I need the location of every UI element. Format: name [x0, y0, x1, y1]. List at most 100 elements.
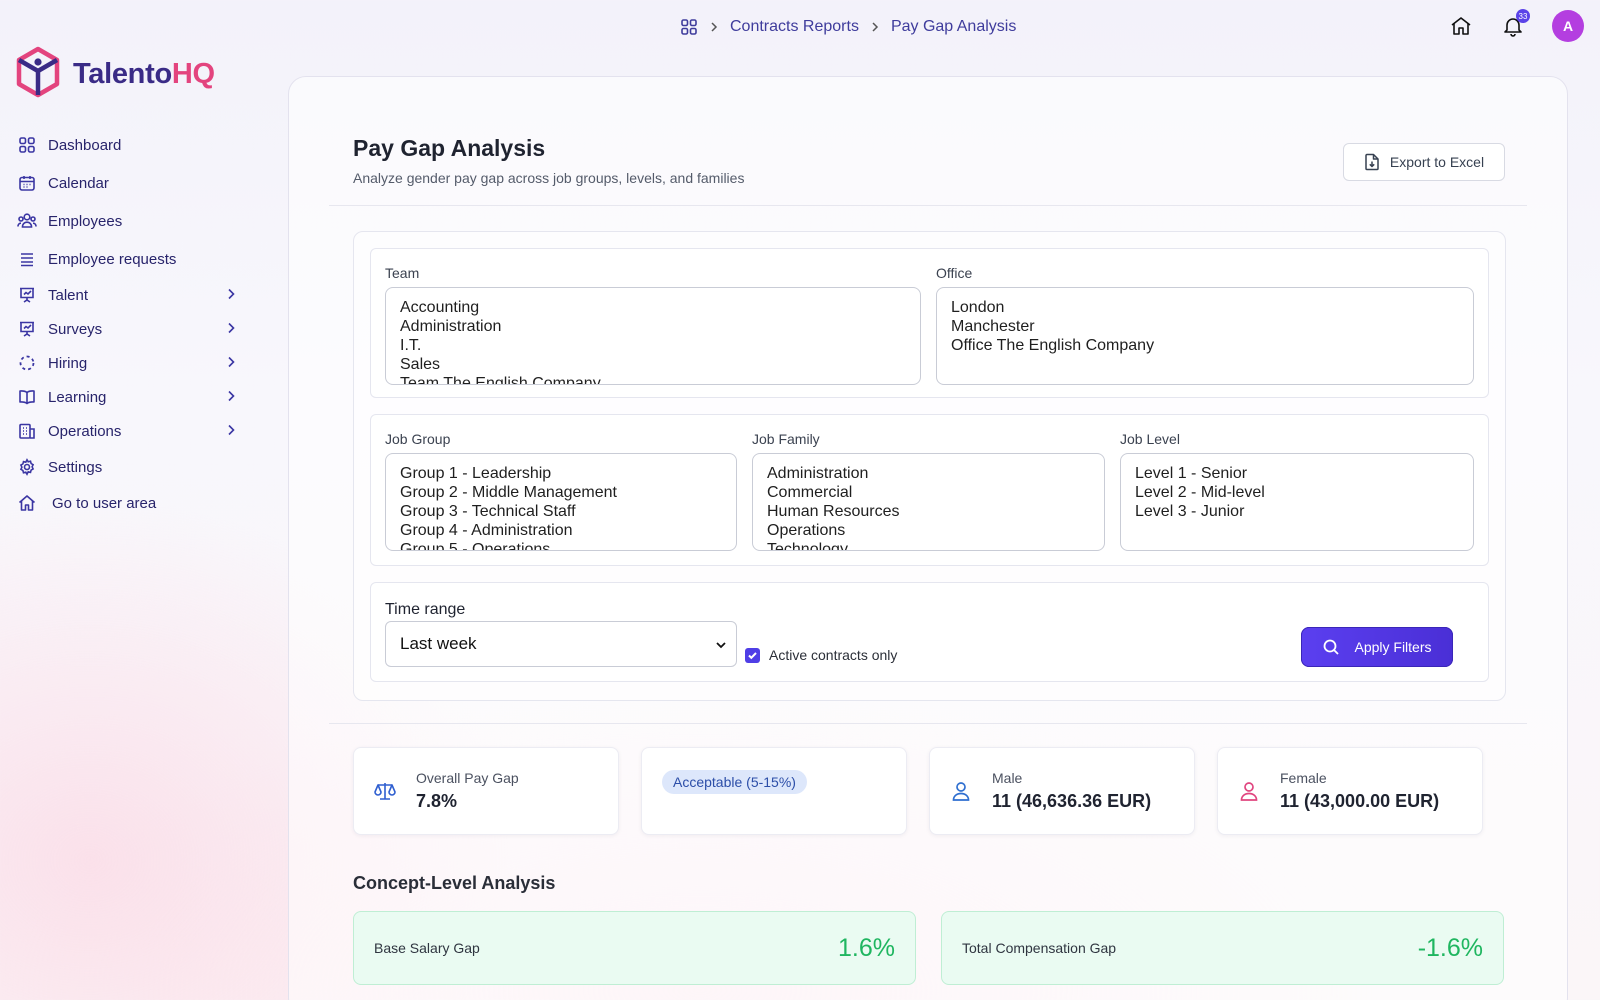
sidebar-item-label: Operations	[48, 422, 122, 440]
female-stat-card: Female 11 (43,000.00 EUR)	[1217, 747, 1483, 835]
job-family-option[interactable]: Commercial	[767, 484, 853, 501]
sidebar-item-operations[interactable]: Operations	[16, 414, 242, 448]
sidebar-item-hiring[interactable]: Hiring	[16, 346, 242, 380]
overall-pay-gap-value: 7.8%	[416, 791, 458, 811]
sidebar-item-employees[interactable]: Employees	[16, 204, 242, 238]
avatar[interactable]: A	[1552, 10, 1584, 42]
overall-pay-gap-card: Overall Pay Gap 7.8%	[353, 747, 619, 835]
active-contracts-filter: Active contracts only	[745, 647, 897, 663]
office-label: Office	[936, 265, 973, 281]
home-icon[interactable]	[1448, 13, 1474, 39]
notification-count-badge: 33	[1516, 9, 1530, 23]
job-group-option[interactable]: Group 5 - Operations	[400, 541, 551, 551]
breadcrumb-contracts-reports[interactable]: Contracts Reports	[730, 18, 859, 35]
job-family-option[interactable]: Administration	[767, 465, 869, 482]
page-header: Pay Gap Analysis Analyze gender pay gap …	[353, 135, 744, 186]
job-filters: Job Group Group 1 - Leadership Group 2 -…	[370, 414, 1489, 566]
base-salary-gap-label: Base Salary Gap	[374, 940, 480, 956]
job-level-option[interactable]: Level 1 - Senior	[1135, 465, 1248, 482]
header-divider	[329, 205, 1527, 206]
job-group-label: Job Group	[385, 431, 451, 447]
time-range-select[interactable]: Last week	[385, 621, 737, 667]
job-level-option[interactable]: Level 2 - Mid-level	[1135, 484, 1265, 501]
filters-panel: Team Accounting Administration I.T. Sale…	[353, 231, 1506, 701]
job-family-multiselect[interactable]: Administration Commercial Human Resource…	[752, 453, 1105, 551]
sidebar-item-dashboard[interactable]: Dashboard	[16, 128, 242, 162]
chevron-right-icon	[869, 21, 881, 33]
breadcrumb-pay-gap-analysis[interactable]: Pay Gap Analysis	[890, 18, 1017, 35]
search-icon	[1322, 638, 1340, 656]
sidebar-nav: Dashboard Calendar Employees Employee re…	[16, 128, 242, 520]
sidebar-item-label: Dashboard	[48, 136, 122, 154]
team-option[interactable]: Sales	[400, 356, 441, 373]
male-stat-card: Male 11 (46,636.36 EUR)	[929, 747, 1195, 835]
team-multiselect[interactable]: Accounting Administration I.T. Sales Tea…	[385, 287, 921, 385]
chevron-right-icon	[224, 423, 238, 441]
apply-filters-button[interactable]: Apply Filters	[1301, 627, 1453, 667]
job-group-option[interactable]: Group 1 - Leadership	[400, 465, 552, 482]
male-value: 11 (46,636.36 EUR)	[992, 791, 1152, 811]
job-group-multiselect[interactable]: Group 1 - Leadership Group 2 - Middle Ma…	[385, 453, 737, 551]
job-group-option[interactable]: Group 4 - Administration	[400, 522, 573, 539]
apply-filters-label: Apply Filters	[1354, 639, 1432, 655]
export-excel-button[interactable]: Export to Excel	[1343, 143, 1505, 181]
team-option[interactable]: Administration	[400, 318, 502, 335]
job-family-option[interactable]: Operations	[767, 522, 846, 539]
sidebar-item-label: Learning	[48, 388, 107, 406]
scale-icon	[374, 780, 396, 807]
job-group-option[interactable]: Group 2 - Middle Management	[400, 484, 617, 501]
sidebar-item-settings[interactable]: Settings	[16, 450, 242, 484]
sidebar-item-label: Employee requests	[48, 250, 177, 268]
total-compensation-gap-card: Total Compensation Gap -1.6%	[941, 911, 1504, 985]
job-family-label: Job Family	[752, 431, 820, 447]
base-salary-gap-value: 1.6%	[838, 934, 895, 962]
logo-text: TalentoHQ	[73, 58, 215, 90]
job-level-option[interactable]: Level 3 - Junior	[1135, 503, 1245, 520]
job-group-option[interactable]: Group 3 - Technical Staff	[400, 503, 576, 520]
office-option[interactable]: Manchester	[951, 318, 1035, 335]
total-compensation-gap-value: -1.6%	[1417, 934, 1483, 962]
sidebar-item-label: Talent	[48, 286, 89, 304]
chevron-right-icon	[224, 321, 238, 339]
sidebar-item-talent[interactable]: Talent	[16, 278, 242, 312]
file-export-icon	[1364, 153, 1380, 171]
filters-divider	[329, 723, 1527, 724]
job-family-option[interactable]: Technology	[767, 541, 848, 551]
job-level-multiselect[interactable]: Level 1 - Senior Level 2 - Mid-level Lev…	[1120, 453, 1474, 551]
team-option[interactable]: Accounting	[400, 299, 480, 316]
team-option[interactable]: Team The English Company	[400, 375, 601, 385]
apps-grid-icon[interactable]	[680, 18, 698, 36]
office-option[interactable]: London	[951, 299, 1005, 316]
app-logo[interactable]: TalentoHQ	[15, 46, 215, 103]
page-subtitle: Analyze gender pay gap across job groups…	[353, 170, 745, 186]
team-label: Team	[385, 265, 420, 281]
office-option[interactable]: Office The English Company	[951, 337, 1155, 354]
dashed-circle-icon	[16, 352, 38, 374]
active-contracts-label[interactable]: Active contracts only	[769, 647, 898, 663]
time-range-value: Last week	[400, 634, 477, 653]
chevron-right-icon	[224, 355, 238, 373]
sidebar-item-calendar[interactable]: Calendar	[16, 166, 242, 200]
sidebar-item-user-area[interactable]: Go to user area	[16, 486, 242, 520]
sidebar-item-label: Hiring	[48, 354, 88, 372]
office-multiselect[interactable]: London Manchester Office The English Com…	[936, 287, 1474, 385]
chevron-right-icon	[708, 21, 720, 33]
team-option[interactable]: I.T.	[400, 337, 422, 354]
sidebar-item-surveys[interactable]: Surveys	[16, 312, 242, 346]
book-icon	[16, 386, 38, 408]
user-male-icon	[950, 780, 972, 807]
overall-pay-gap-label: Overall Pay Gap	[416, 770, 519, 786]
job-family-option[interactable]: Human Resources	[767, 503, 900, 520]
sidebar-item-learning[interactable]: Learning	[16, 380, 242, 414]
time-filters: Time range Last week Active contracts on…	[370, 582, 1489, 682]
sidebar-item-label: Go to user area	[52, 494, 157, 512]
breadcrumb: Contracts Reports Pay Gap Analysis	[680, 16, 1016, 38]
male-label: Male	[992, 770, 1023, 786]
bell-icon[interactable]: 33	[1500, 9, 1530, 39]
sidebar-item-label: Calendar	[48, 174, 109, 192]
topbar-actions: 33 A	[1448, 9, 1584, 42]
active-contracts-checkbox[interactable]	[745, 647, 760, 663]
sidebar-item-employee-requests[interactable]: Employee requests	[16, 242, 242, 276]
location-filters: Team Accounting Administration I.T. Sale…	[370, 248, 1489, 398]
chevron-right-icon	[224, 287, 238, 305]
